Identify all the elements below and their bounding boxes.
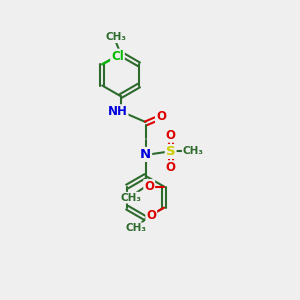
Text: N: N <box>140 148 151 161</box>
Text: O: O <box>156 110 166 123</box>
Text: Cl: Cl <box>111 50 124 63</box>
Text: O: O <box>146 209 156 222</box>
Text: CH₃: CH₃ <box>125 223 146 233</box>
Text: CH₃: CH₃ <box>106 32 127 42</box>
Text: O: O <box>166 161 176 174</box>
Text: CH₃: CH₃ <box>121 193 142 203</box>
Text: S: S <box>166 145 175 158</box>
Text: O: O <box>166 129 176 142</box>
Text: CH₃: CH₃ <box>183 146 204 157</box>
Text: NH: NH <box>108 105 127 118</box>
Text: O: O <box>144 180 154 193</box>
